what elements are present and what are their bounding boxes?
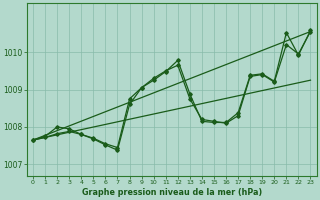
X-axis label: Graphe pression niveau de la mer (hPa): Graphe pression niveau de la mer (hPa) — [82, 188, 262, 197]
